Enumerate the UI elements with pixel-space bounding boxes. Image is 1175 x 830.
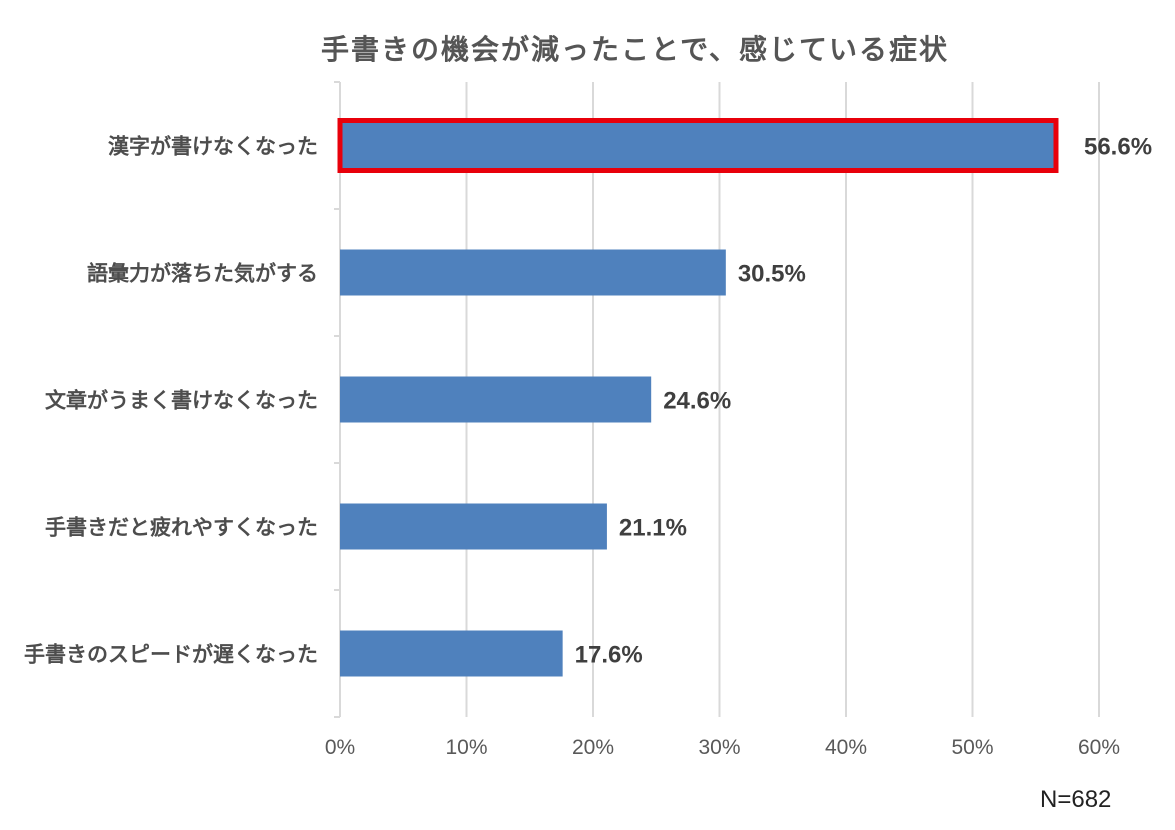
x-tick-label: 50% [951, 736, 993, 759]
category-label: 文章がうまく書けなくなった [45, 389, 318, 413]
chart-title: 手書きの機会が減ったことで、感じている症状 [320, 33, 950, 66]
x-tick-label: 40% [825, 736, 867, 759]
category-axis [334, 81, 341, 718]
bar [340, 376, 652, 423]
x-tick-label: 10% [445, 736, 487, 759]
x-tick-label: 60% [1078, 736, 1120, 759]
bar [340, 122, 1056, 169]
x-tick-label: 30% [698, 736, 740, 759]
x-tick-label: 0% [325, 736, 355, 759]
highlight-box [337, 118, 1059, 173]
category-label: 語彙力が落ちた気がする [87, 262, 318, 286]
value-label: 21.1% [619, 515, 687, 542]
bars [337, 118, 1059, 677]
value-label: 56.6% [1084, 134, 1152, 161]
labels: 0% 10% 20% 30% 40% 50% 60% 漢字が書けなくなった 56.6% 語彙力が落… [24, 134, 1152, 760]
category-label: 手書きのスピードが遅くなった [24, 643, 318, 667]
bar [340, 630, 563, 677]
value-label: 30.5% [738, 261, 806, 288]
value-label: 17.6% [575, 642, 643, 669]
x-tick-label: 20% [572, 736, 614, 759]
value-label: 24.6% [663, 388, 731, 415]
sample-size-note: N=682 [1040, 786, 1112, 813]
category-label: 手書きだと疲れやすくなった [45, 516, 318, 540]
category-label: 漢字が書けなくなった [108, 135, 318, 159]
bar [340, 503, 607, 550]
bar [340, 249, 726, 296]
